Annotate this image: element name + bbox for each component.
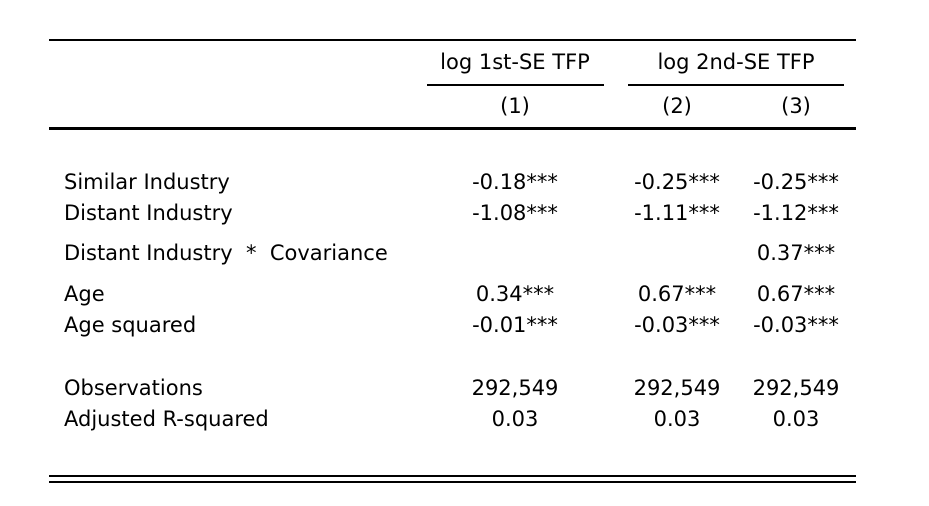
table-cell: -0.18*** [472,170,558,194]
row-label: Distant Industry [64,201,233,225]
table-cell: -0.03*** [634,313,720,337]
row-label: Age squared [64,313,197,337]
table-cell: 0.37*** [756,241,836,265]
header-rule [49,127,856,130]
table-cell: -0.01*** [472,313,558,337]
table-cell: 0.67*** [756,282,836,306]
column-number-2: (2) [662,94,692,118]
table-cell: -0.03*** [753,313,839,337]
table-cell: 0.03 [491,407,539,431]
row-label: Age [64,282,105,306]
group-header-2nd-se: log 2nd-SE TFP [657,50,815,74]
column-number-3: (3) [781,94,811,118]
table-cell: 292,549 [752,376,840,400]
row-label: Observations [64,376,203,400]
table-cell: 0.03 [772,407,820,431]
top-rule [49,39,856,41]
row-label: Adjusted R-squared [64,407,269,431]
table-cell: 0.03 [653,407,701,431]
table-cell: 292,549 [471,376,559,400]
group-underline-1 [427,84,604,86]
table-cell: 0.34*** [475,282,555,306]
group-header-1st-se: log 1st-SE TFP [440,50,590,74]
bottom-rule-upper [49,475,856,477]
table-cell: 292,549 [633,376,721,400]
table-cell: 0.67*** [637,282,717,306]
column-number-1: (1) [500,94,530,118]
table-cell: -0.25*** [634,170,720,194]
row-label: Distant Industry * Covariance [64,241,388,265]
row-label: Similar Industry [64,170,230,194]
table-cell: -1.12*** [753,201,839,225]
bottom-rule-lower [49,481,856,483]
table-cell: -0.25*** [753,170,839,194]
table-cell: -1.11*** [634,201,720,225]
table-cell: -1.08*** [472,201,558,225]
group-underline-2 [628,84,844,86]
